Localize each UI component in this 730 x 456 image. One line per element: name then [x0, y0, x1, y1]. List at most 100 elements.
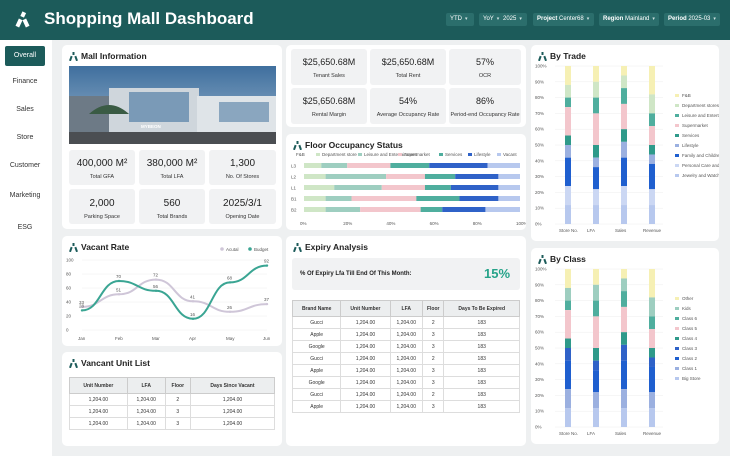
stack-segment	[593, 145, 599, 158]
legend-swatch	[675, 377, 679, 380]
y-tick: 80%	[535, 298, 544, 303]
y-tick: 60%	[535, 330, 544, 335]
brand-mark-icon	[293, 243, 302, 252]
col-brand[interactable]: Brand Name	[291, 300, 342, 317]
legend-label: Kids	[682, 306, 692, 311]
x-tick: LFA	[587, 228, 595, 233]
legend-label: Personal Care and Beauty	[682, 163, 719, 168]
y-tick: 60%	[535, 127, 544, 132]
col-days-vacant[interactable]: Days Since Vacant	[189, 377, 276, 394]
col-floor[interactable]: Floor	[164, 377, 191, 394]
period-type-filter[interactable]: YTD ▾	[446, 13, 474, 26]
table-row[interactable]: 1,204.00 1,204.00 3 1,204.00	[69, 405, 276, 418]
nav-marketing[interactable]: Marketing	[9, 192, 41, 199]
x-tick: May	[226, 336, 235, 341]
nav-overall[interactable]: Overall	[5, 46, 45, 66]
floor-bar-segment	[424, 174, 456, 179]
stack-segment	[593, 189, 599, 206]
stack-segment	[649, 189, 655, 206]
stat-total-gfa: 400,000 M² Total GFA	[69, 150, 135, 185]
legend-label: Supermarket	[404, 152, 431, 157]
stack-segment	[621, 141, 627, 158]
y-tick: 90%	[535, 79, 544, 84]
x-tick: Sales	[615, 431, 627, 436]
y-tick: 0	[66, 328, 69, 333]
data-label: 68	[227, 275, 233, 280]
floor-label: L3	[291, 164, 297, 169]
data-point	[154, 289, 158, 292]
stack-segment	[593, 97, 599, 114]
year-compare-filter[interactable]: YoY ▾ 2025 ▾	[479, 13, 527, 26]
y-tick: 0%	[535, 222, 542, 227]
legend-swatch	[675, 164, 679, 167]
nav-sales[interactable]: Sales	[16, 106, 34, 113]
y-tick: 70%	[535, 314, 544, 319]
floor-label: L2	[291, 175, 297, 180]
table-row[interactable]: Gucci 1,204.00 1,204.00 2 183	[291, 388, 520, 401]
legend-swatch	[675, 357, 679, 360]
legend-fnb: F&B	[296, 152, 305, 157]
col-unit-number[interactable]: Unit Number	[340, 300, 391, 317]
table-row[interactable]: 1,204.00 1,204.00 2 1,204.00	[69, 393, 276, 406]
project-filter[interactable]: Project Center68 ▾	[533, 13, 594, 26]
period-filter[interactable]: Period 2025-03 ▾	[664, 13, 720, 26]
stack-segment	[565, 66, 571, 85]
stack-segment	[649, 145, 655, 155]
table-header-row: Brand Name Unit Number LFA Floor Days To…	[291, 300, 520, 317]
stack-segment	[565, 186, 571, 206]
x-tick: 40%	[386, 221, 395, 226]
stack-segment	[565, 107, 571, 136]
data-point	[265, 302, 269, 306]
nav-esg[interactable]: ESG	[17, 224, 33, 231]
floor-bar-segment	[347, 163, 391, 168]
table-row[interactable]: Google 1,204.00 1,204.00 3 183	[291, 340, 520, 353]
floor-bar-segment	[487, 163, 520, 168]
floor-label: B1	[291, 197, 297, 202]
data-point	[117, 293, 121, 296]
region-filter[interactable]: Region Mainland ▾	[599, 13, 659, 26]
table-row[interactable]: Apple 1,204.00 1,204.00 3 183	[291, 364, 520, 377]
table-row[interactable]: Gucci 1,204.00 1,204.00 2 183	[291, 352, 520, 365]
table-row[interactable]: Google 1,204.00 1,204.00 3 183	[291, 376, 520, 389]
stack-segment	[621, 75, 627, 89]
legend-swatch	[675, 317, 679, 320]
stack-segment	[649, 94, 655, 114]
table-row[interactable]: 1,204.00 1,204.00 3 1,204.00	[69, 417, 276, 430]
nav-store[interactable]: Store	[16, 134, 34, 141]
legend-swatch	[497, 153, 501, 156]
col-lfa[interactable]: LFA	[389, 300, 424, 317]
table-row[interactable]: Gucci 1,204.00 1,204.00 2 183	[291, 316, 520, 329]
col-lfa[interactable]: LFA	[126, 377, 166, 394]
stack-segment	[565, 300, 571, 311]
data-point	[117, 279, 121, 283]
stack-segment	[649, 357, 655, 367]
col-floor[interactable]: Floor	[422, 300, 445, 317]
y-tick: 20	[66, 314, 72, 319]
x-tick: Revenue	[643, 228, 662, 233]
nav-customer[interactable]: Customer	[9, 162, 41, 169]
data-label: 92	[264, 259, 270, 264]
data-label: 56	[153, 284, 159, 289]
table-row[interactable]: Apple 1,204.00 1,204.00 3 183	[291, 400, 520, 413]
stack-segment	[593, 81, 599, 98]
data-label: 28	[79, 303, 85, 308]
stack-segment	[649, 366, 655, 393]
col-unit-number[interactable]: Unit Number	[69, 377, 128, 394]
table-row[interactable]: Apple 1,204.00 1,204.00 3 183	[291, 328, 520, 341]
col-days-expired[interactable]: Days To Be Expired	[443, 300, 520, 317]
stack-segment	[649, 408, 655, 427]
floor-bar-segment	[424, 185, 451, 190]
floor-bar-segment	[390, 163, 430, 168]
data-label: 41	[190, 294, 196, 299]
data-point	[228, 310, 232, 313]
floor-occupancy-chart: F&B Department store Leisure and Entertai…	[291, 152, 526, 226]
brand-mark-icon	[69, 52, 78, 61]
data-label: 37	[264, 297, 270, 302]
legend-swatch	[675, 104, 679, 107]
data-label: 26	[227, 305, 233, 310]
x-tick: 20%	[343, 221, 352, 226]
floor-bar-segment	[351, 196, 417, 201]
legend-label: Class 1	[682, 366, 698, 371]
nav-finance[interactable]: Finance	[12, 78, 38, 85]
vacant-units-card: Vancant Unit List Unit Number LFA Floor …	[62, 352, 282, 446]
